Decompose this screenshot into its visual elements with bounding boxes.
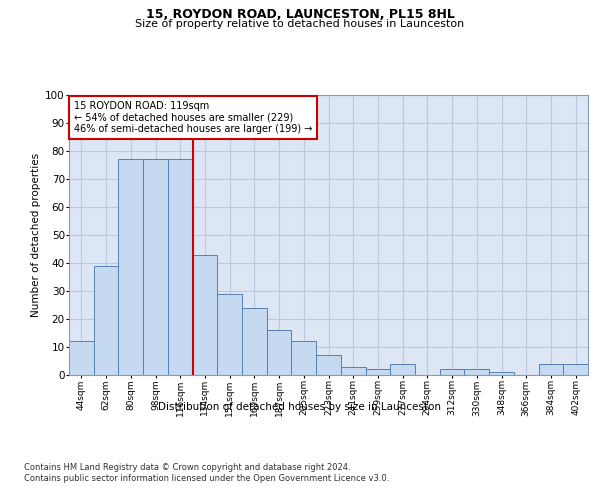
Bar [464,370,489,375]
Bar [267,330,292,375]
Text: Distribution of detached houses by size in Launceston: Distribution of detached houses by size … [158,402,442,412]
Bar [489,372,514,375]
Text: 15, ROYDON ROAD, LAUNCESTON, PL15 8HL: 15, ROYDON ROAD, LAUNCESTON, PL15 8HL [146,8,454,20]
Bar [69,342,94,375]
Bar [316,356,341,375]
Text: 15 ROYDON ROAD: 119sqm
← 54% of detached houses are smaller (229)
46% of semi-de: 15 ROYDON ROAD: 119sqm ← 54% of detached… [74,100,313,134]
Bar [292,342,316,375]
Bar [440,370,464,375]
Bar [390,364,415,375]
Text: Size of property relative to detached houses in Launceston: Size of property relative to detached ho… [136,19,464,29]
Bar [341,366,365,375]
Bar [539,364,563,375]
Y-axis label: Number of detached properties: Number of detached properties [31,153,41,317]
Bar [118,160,143,375]
Bar [94,266,118,375]
Text: Contains public sector information licensed under the Open Government Licence v3: Contains public sector information licen… [24,474,389,483]
Bar [365,370,390,375]
Bar [242,308,267,375]
Bar [563,364,588,375]
Bar [143,160,168,375]
Text: Contains HM Land Registry data © Crown copyright and database right 2024.: Contains HM Land Registry data © Crown c… [24,462,350,471]
Bar [217,294,242,375]
Bar [168,160,193,375]
Bar [193,254,217,375]
